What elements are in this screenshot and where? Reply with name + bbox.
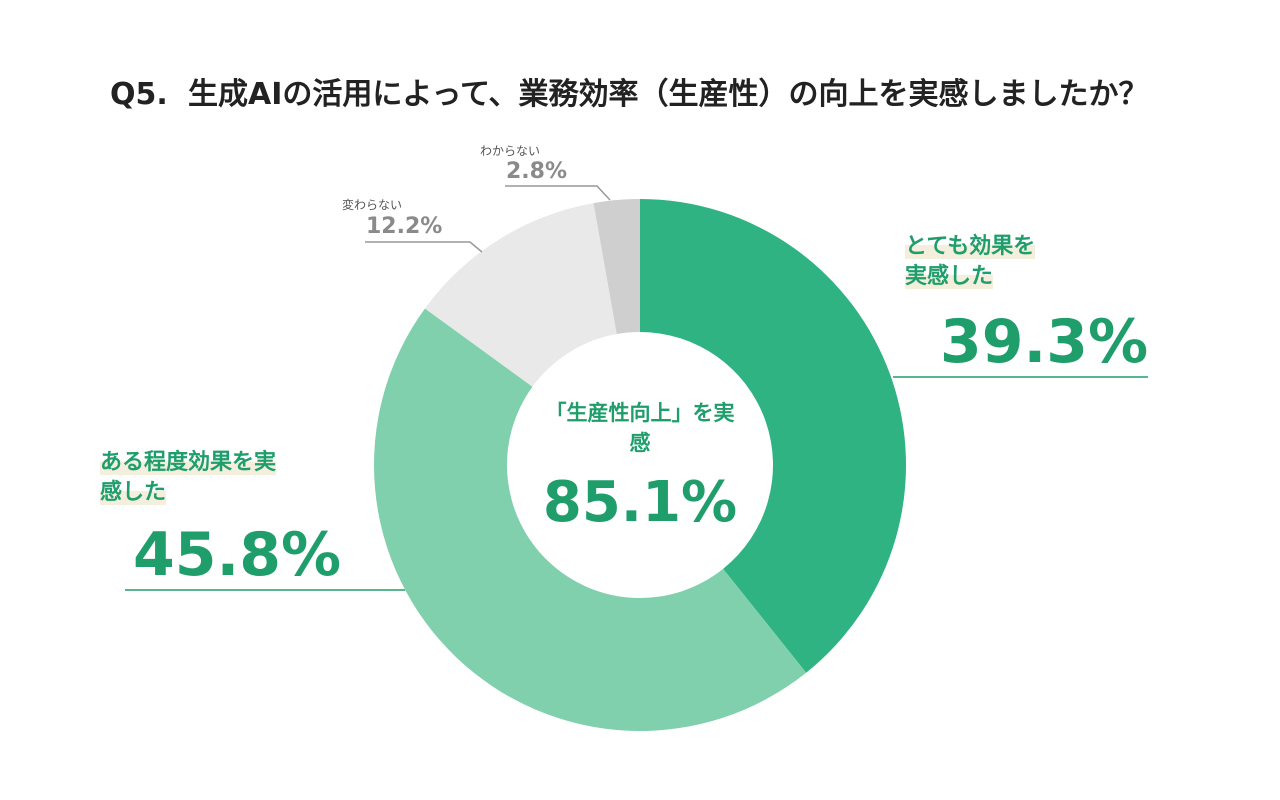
slice-value: 39.3% [940,312,1148,372]
chart-title: 生成AIの活用によって、業務効率（生産性）の向上を実感しましたか？ [188,77,1149,112]
slice-value: 2.8% [506,159,567,184]
slice-label: とても効果を実感した [905,232,1055,292]
slice-label: わからない [480,142,540,159]
slice-value: 45.8% [133,525,341,585]
title-block: Q5. 生成AIの活用によって、業務効率（生産性）の向上を実感しましたか？ [110,72,1178,118]
slice-label-text: わからない [480,144,541,158]
slice-label: ある程度効果を実感した [100,448,280,508]
slice-value-text: 39.3% [940,307,1149,377]
question-number: Q5. [110,77,168,112]
donut-slice [424,203,617,387]
leader-line [365,241,483,253]
slice-label: 変わらない [342,196,402,213]
slice-value-text: 2.8% [506,159,568,184]
slice-label-text: とても効果を実感した [905,234,1036,289]
donut-slice [640,199,906,673]
center-label: 「生産性向上」を実感 [545,401,735,455]
donut-slice [593,199,640,335]
slice-label-text: 変わらない [342,198,403,212]
center-value: 85.1% [542,470,738,535]
slice-value-text: 12.2% [366,214,443,239]
donut-slice [374,308,807,731]
slice-value-text: 45.8% [133,520,342,590]
slice-label-text: ある程度効果を実感した [100,450,277,505]
slice-value: 12.2% [366,214,442,239]
leader-line [505,185,611,201]
